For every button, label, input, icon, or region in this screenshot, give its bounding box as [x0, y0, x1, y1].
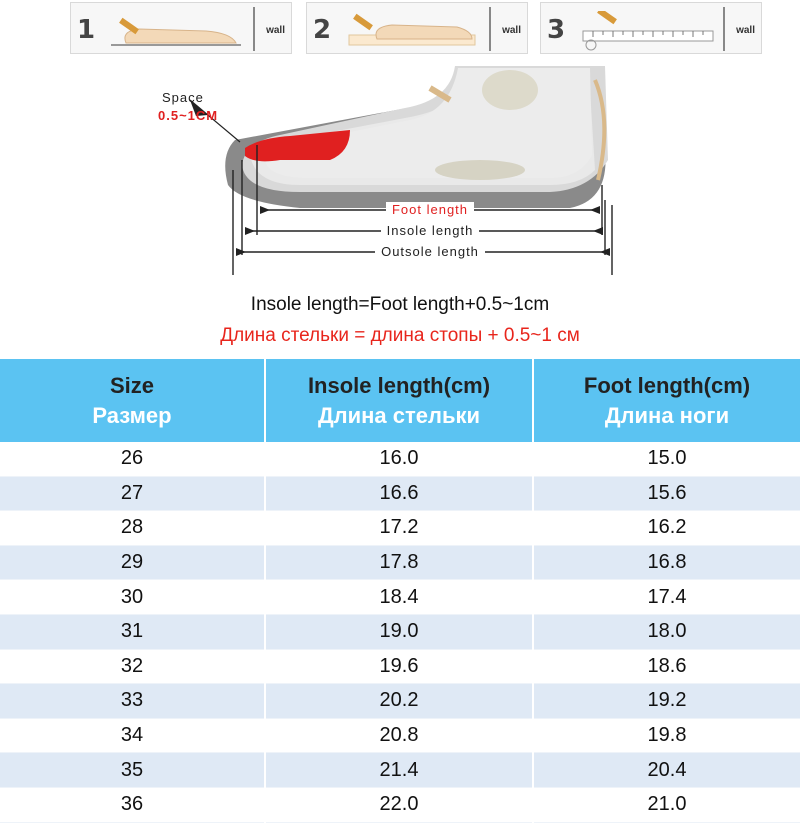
step-number: 3: [547, 15, 566, 45]
table-row: 34 20.8 19.8: [0, 718, 800, 754]
foot-length-label: Foot length: [255, 202, 605, 217]
column-header-insole-length: Insole length(cm) Длина стельки: [265, 359, 534, 442]
wall-label: wall: [266, 25, 285, 36]
wall-line: [723, 7, 725, 51]
space-value: 0.5~1CM: [158, 108, 219, 123]
table-cell: 33: [0, 683, 266, 719]
table-cell: 20.2: [265, 683, 534, 719]
table-cell: 20.8: [265, 718, 534, 754]
table-row: 31 19.0 18.0: [0, 614, 800, 650]
wall-line: [489, 7, 491, 51]
table-cell: 26: [0, 442, 266, 477]
measurement-steps: 1 wall 2 wall 3: [70, 2, 770, 56]
table-cell: 29: [0, 545, 266, 581]
step-number: 2: [313, 15, 332, 45]
table-cell: 20.4: [533, 752, 800, 788]
shoe-cross-section-diagram: [189, 66, 613, 275]
table-cell: 16.8: [533, 545, 800, 581]
table-cell: 30: [0, 579, 266, 615]
table-cell: 35: [0, 752, 266, 788]
table-row: 27 16.6 15.6: [0, 476, 800, 512]
table-row: 30 18.4 17.4: [0, 579, 800, 615]
table-cell: 18.4: [265, 579, 534, 615]
wall-line: [253, 7, 255, 51]
table-cell: 21.4: [265, 752, 534, 788]
insole-length-label: Insole length: [255, 223, 605, 238]
wall-label: wall: [502, 25, 521, 36]
table-cell: 17.2: [265, 510, 534, 546]
table-cell: 32: [0, 649, 266, 685]
table-cell: 21.0: [533, 787, 800, 823]
table-row: 28 17.2 16.2: [0, 510, 800, 546]
table-cell: 16.2: [533, 510, 800, 546]
table-header-row: Size Размер Insole length(cm) Длина стел…: [0, 359, 800, 442]
step-1-panel: 1 wall: [70, 2, 292, 54]
table-row: 33 20.2 19.2: [0, 683, 800, 719]
table-cell: 31: [0, 614, 266, 650]
table-cell: 28: [0, 510, 266, 546]
table-cell: 16.0: [265, 442, 534, 477]
outsole-length-label: Outsole length: [255, 244, 605, 259]
table-cell: 17.8: [265, 545, 534, 581]
wall-label: wall: [736, 25, 755, 36]
table-cell: 15.0: [533, 442, 800, 477]
table-row: 32 19.6 18.6: [0, 649, 800, 685]
table-cell: 18.6: [533, 649, 800, 685]
size-chart-table: Size Размер Insole length(cm) Длина стел…: [0, 359, 800, 823]
table-row: 26 16.0 15.0: [0, 442, 800, 477]
table-cell: 17.4: [533, 579, 800, 615]
step-number: 1: [77, 15, 96, 45]
table-cell: 16.6: [265, 476, 534, 512]
column-header-size: Size Размер: [0, 359, 266, 442]
table-cell: 27: [0, 476, 266, 512]
table-cell: 19.0: [265, 614, 534, 650]
step-2-panel: 2 wall: [306, 2, 528, 54]
table-cell: 18.0: [533, 614, 800, 650]
formula-english: Insole length=Foot length+0.5~1cm: [250, 294, 550, 315]
table-cell: 19.6: [265, 649, 534, 685]
marked-paper-icon: [348, 13, 476, 46]
table-cell: 19.2: [533, 683, 800, 719]
column-header-foot-length: Foot length(cm) Длина ноги: [533, 359, 800, 442]
formula-russian: Длина стельки = длина стопы + 0.5~1 см: [220, 325, 580, 346]
space-label: Space: [162, 90, 204, 105]
table-row: 29 17.8 16.8: [0, 545, 800, 581]
table-cell: 19.8: [533, 718, 800, 754]
table-cell: 36: [0, 787, 266, 823]
table-cell: 34: [0, 718, 266, 754]
table-row: 36 22.0 21.0: [0, 787, 800, 823]
table-cell: 22.0: [265, 787, 534, 823]
step-3-panel: 3 wall: [540, 2, 762, 54]
table-cell: 15.6: [533, 476, 800, 512]
foot-on-paper-icon: [111, 17, 241, 46]
ruler-icon: [582, 11, 714, 51]
table-row: 35 21.4 20.4: [0, 752, 800, 788]
